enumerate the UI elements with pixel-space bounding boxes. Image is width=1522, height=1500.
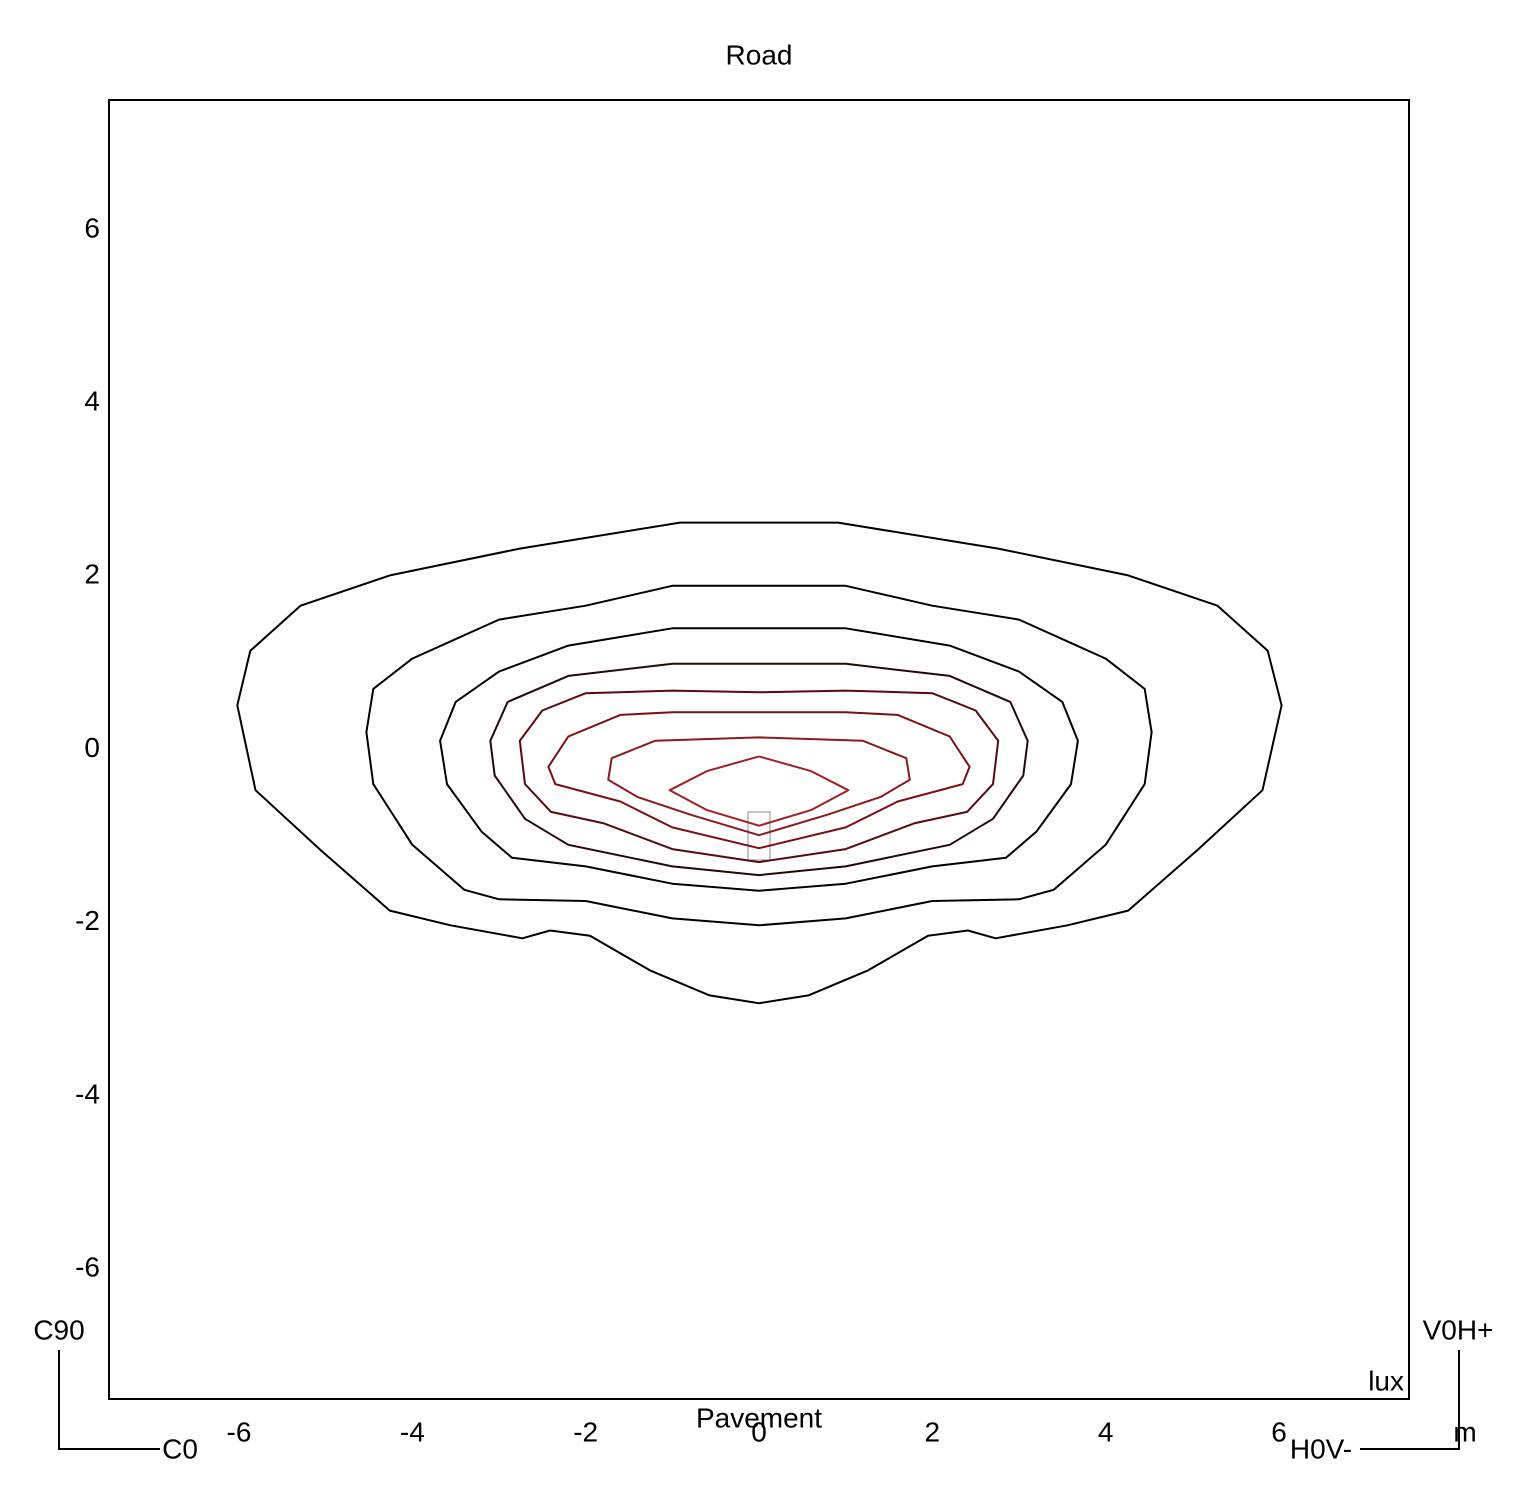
y-tick-label: 4 bbox=[84, 385, 100, 416]
contour-line bbox=[439, 627, 1079, 892]
contour-line bbox=[236, 521, 1283, 1005]
orientation-axis-left bbox=[58, 1350, 160, 1450]
plot-frame bbox=[108, 99, 1410, 1400]
contour-line bbox=[518, 689, 1000, 864]
contour-line bbox=[547, 711, 971, 850]
orientation-label: C0 bbox=[162, 1433, 198, 1464]
x-tick-label: -6 bbox=[227, 1416, 252, 1447]
contour-line bbox=[489, 662, 1029, 877]
y-tick-label: -4 bbox=[75, 1078, 100, 1109]
y-tick-label: 6 bbox=[84, 212, 100, 243]
y-tick-label: -6 bbox=[75, 1251, 100, 1282]
x-tick-label: -4 bbox=[400, 1416, 425, 1447]
y-tick-label: 0 bbox=[84, 732, 100, 763]
axis-unit: m bbox=[1453, 1416, 1476, 1447]
orientation-label: H0V- bbox=[1290, 1433, 1352, 1464]
luminaire bbox=[747, 811, 771, 861]
contour-line bbox=[668, 755, 850, 827]
chart-title: Road bbox=[726, 39, 793, 70]
y-tick-label: -2 bbox=[75, 905, 100, 936]
orientation-label: C90 bbox=[33, 1314, 84, 1345]
x-axis-label: Pavement bbox=[696, 1402, 822, 1433]
contour-line bbox=[607, 736, 911, 837]
orientation-label: V0H+ bbox=[1423, 1314, 1494, 1345]
orientation-axis-right bbox=[1360, 1350, 1460, 1450]
x-tick-label: -2 bbox=[573, 1416, 598, 1447]
x-tick-label: 4 bbox=[1098, 1416, 1114, 1447]
contour-line bbox=[365, 584, 1153, 927]
y-tick-label: 2 bbox=[84, 559, 100, 590]
x-tick-label: 2 bbox=[925, 1416, 941, 1447]
x-tick-label: 6 bbox=[1271, 1416, 1287, 1447]
x-tick-label: 0 bbox=[751, 1416, 767, 1447]
value-unit: lux bbox=[1368, 1365, 1404, 1396]
